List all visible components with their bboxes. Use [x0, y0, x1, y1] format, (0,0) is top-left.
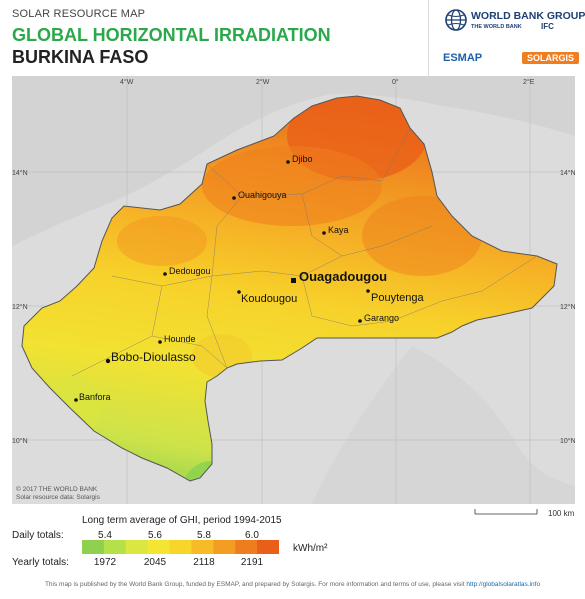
legend-title: Long term average of GHI, period 1994-20…	[82, 515, 282, 526]
city-dot	[286, 160, 290, 164]
atlas-link[interactable]: http://globalsolaratlas.info	[466, 581, 541, 588]
city-label: Bobo-Dioulasso	[111, 350, 196, 364]
ifc-logo: IFC	[541, 22, 554, 31]
city-dot	[322, 231, 326, 235]
lon-label: 2°E	[523, 78, 535, 86]
world-bank-logo: WORLD BANK GROUP	[471, 10, 585, 22]
capital-label: Ouagadougou	[299, 269, 387, 284]
legend-swatch	[191, 540, 214, 554]
legend-swatch	[82, 540, 105, 554]
yearly-value: 1972	[93, 557, 117, 568]
legend-swatch	[235, 540, 258, 554]
copyright-line: © 2017 THE WORLD BANK	[16, 486, 98, 493]
data-source-line: Solar resource data: Solargis	[16, 494, 100, 501]
yearly-value: 2118	[193, 557, 215, 568]
ghi-map: 4°W 2°W 0° 2°E 14°N 12°N 10°N 14°N 12°N …	[12, 76, 575, 504]
city-label: Banfora	[79, 392, 111, 402]
world-bank-globe-icon	[445, 9, 467, 31]
lat-label: 14°N	[12, 169, 28, 177]
solargis-logo: SOLARGIS	[522, 52, 580, 64]
city-dot	[158, 340, 162, 344]
legend-unit: kWh/m²	[293, 543, 328, 554]
grid-labels: 4°W 2°W 0° 2°E 14°N 12°N 10°N 14°N 12°N …	[12, 78, 575, 445]
city-label: Koudougou	[241, 293, 297, 305]
lat-label: 12°N	[12, 303, 28, 311]
world-bank-sub-logo: THE WORLD BANK	[471, 24, 522, 30]
logo-panel: WORLD BANK GROUP THE WORLD BANK IFC ESMA…	[428, 0, 585, 76]
lat-label: 10°N	[12, 437, 28, 445]
lat-label: 10°N	[560, 437, 575, 445]
city-label: Kaya	[328, 225, 349, 235]
city-dot	[237, 290, 241, 294]
lat-label: 14°N	[560, 169, 575, 177]
city-dot	[74, 398, 78, 402]
relief-shading	[12, 76, 575, 246]
scale-label: 100 km	[548, 509, 575, 518]
legend-swatch	[103, 540, 127, 554]
city-label: Djibo	[292, 154, 313, 164]
yearly-value: 2045	[143, 557, 167, 568]
daily-totals-label: Daily totals:	[12, 530, 64, 541]
city-dot	[358, 319, 362, 323]
capital-marker	[291, 278, 296, 283]
city-dot	[232, 196, 236, 200]
country-border	[21, 95, 558, 482]
legend-swatch	[169, 540, 192, 554]
city-label: Hounde	[164, 334, 196, 344]
city-dot	[366, 289, 370, 293]
country-name: BURKINA FASO	[12, 47, 149, 67]
city-label: Pouytenga	[371, 292, 424, 304]
city-dot	[163, 272, 167, 276]
yearly-value: 2191	[240, 557, 264, 568]
daily-value: 5.8	[197, 530, 211, 541]
city-label: Garango	[364, 313, 399, 323]
footer-text: This map is published by the World Bank …	[44, 581, 465, 588]
copyright: © 2017 THE WORLD BANK Solar resource dat…	[16, 486, 100, 502]
legend-swatch	[257, 540, 279, 554]
legend-swatch	[213, 540, 236, 554]
esmap-logo: ESMAP	[443, 52, 483, 64]
daily-value: 5.4	[98, 530, 112, 541]
legend-swatch	[125, 540, 149, 554]
color-scale-bar	[82, 540, 279, 554]
lon-label: 4°W	[120, 78, 134, 86]
city-label: Dedougou	[169, 266, 211, 276]
lon-label: 0°	[392, 78, 399, 86]
lat-label: 12°N	[560, 303, 575, 311]
legend-swatch	[147, 540, 171, 554]
lon-label: 2°W	[256, 78, 270, 86]
city-dot	[105, 358, 111, 364]
city-markers: Djibo Ouahigouya Kaya Dedougou Ouagadoug…	[74, 154, 424, 402]
daily-value: 5.6	[148, 530, 162, 541]
yearly-totals-label: Yearly totals:	[12, 557, 69, 568]
footer: This map is published by the World Bank …	[0, 581, 585, 588]
daily-value: 6.0	[245, 530, 259, 541]
map-kicker: SOLAR RESOURCE MAP	[12, 8, 146, 20]
map-title: GLOBAL HORIZONTAL IRRADIATION	[12, 25, 331, 45]
region-borders	[71, 127, 538, 377]
header: SOLAR RESOURCE MAP GLOBAL HORIZONTAL IRR…	[0, 0, 585, 76]
scale-bar	[474, 509, 538, 515]
relief-shading-south	[312, 346, 575, 504]
city-label: Ouahigouya	[238, 190, 287, 200]
